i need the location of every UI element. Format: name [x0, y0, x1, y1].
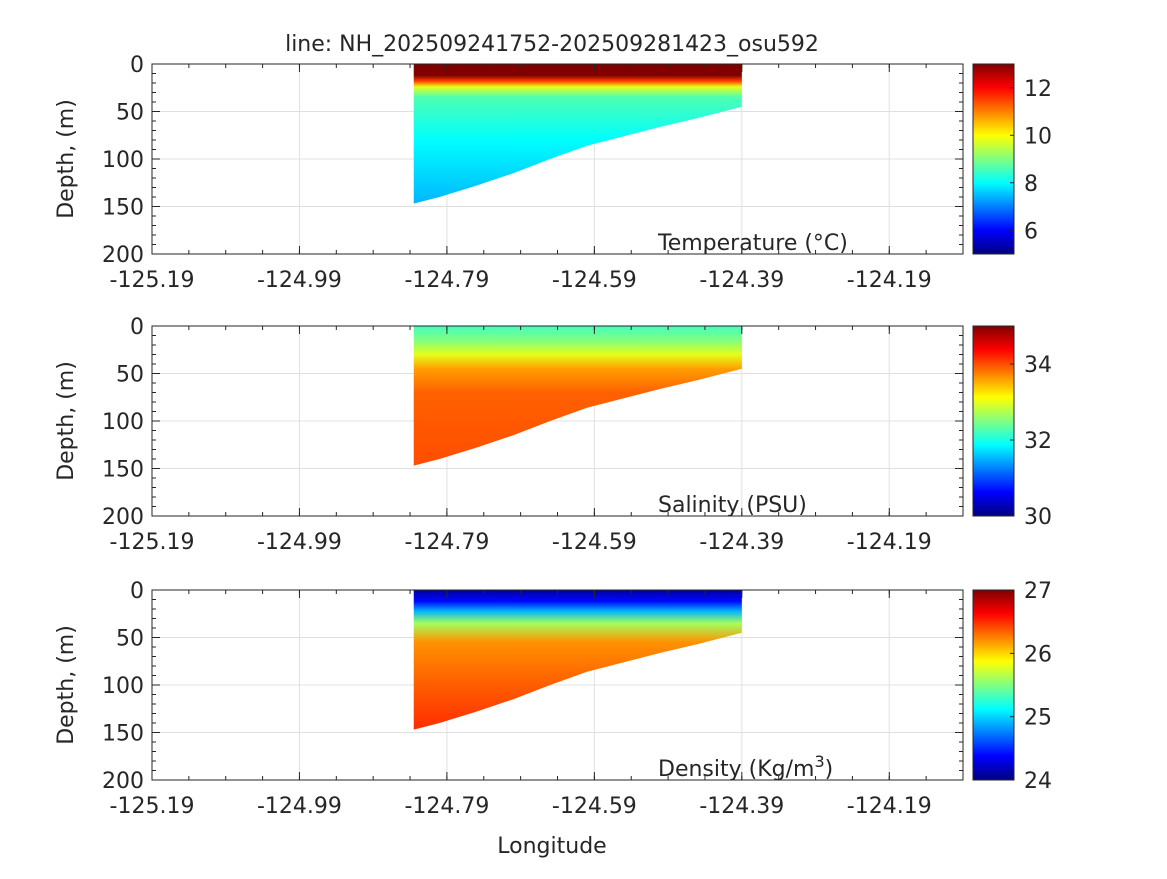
- panel-label: Salinity (PSU): [658, 493, 807, 518]
- y-tick-label: 0: [130, 315, 144, 340]
- colorbar: [972, 63, 1015, 255]
- panel-label: Density (Kg/m3): [658, 752, 833, 782]
- y-tick-label: 100: [102, 410, 144, 435]
- y-tick-label: 100: [102, 148, 144, 173]
- x-tick-label: -124.99: [257, 268, 342, 293]
- y-tick-label: 150: [102, 196, 144, 221]
- panel-3: -125.19 -124.99 -124.79 -124.59 -124.39 -124.…: [54, 579, 1052, 819]
- panel-1: -125.19 -124.99 -124.79 -124.59 -124.39 -124.…: [54, 53, 1052, 293]
- y-axis-label: Depth, (m): [54, 99, 79, 219]
- y-tick-label: 50: [116, 363, 144, 388]
- x-tick-label: -125.19: [110, 794, 195, 819]
- x-tick-label: -124.79: [404, 794, 489, 819]
- colorbar-tick-label: 10: [1024, 124, 1052, 149]
- x-axis-label: Longitude: [497, 834, 606, 859]
- data-section: [413, 64, 742, 204]
- x-tick-label: -124.79: [404, 268, 489, 293]
- colorbar: [972, 589, 1015, 781]
- colorbar-tick-label: 25: [1024, 706, 1052, 731]
- x-tick-label: -124.19: [847, 794, 932, 819]
- y-axis-label: Depth, (m): [54, 625, 79, 745]
- x-tick-label: -124.19: [847, 530, 932, 555]
- colorbar-tick-label: 24: [1024, 769, 1052, 794]
- y-tick-label: 200: [102, 769, 144, 794]
- data-section: [413, 590, 742, 730]
- colorbar-tick-label: 8: [1024, 172, 1038, 197]
- colorbar-tick-label: 12: [1024, 77, 1052, 102]
- y-tick-label: 50: [116, 101, 144, 126]
- colorbar-tick-label: 32: [1024, 429, 1052, 454]
- x-tick-label: -124.59: [552, 268, 637, 293]
- colorbar-tick-label: 27: [1024, 579, 1052, 604]
- x-tick-label: -124.39: [699, 530, 784, 555]
- x-tick-label: -125.19: [110, 530, 195, 555]
- panel-2: -125.19 -124.99 -124.79 -124.59 -124.39 -124.…: [54, 315, 1052, 555]
- y-axis-label: Depth, (m): [54, 361, 79, 481]
- x-tick-label: -124.39: [699, 268, 784, 293]
- colorbar-tick-label: 6: [1024, 219, 1038, 244]
- colorbar-tick-label: 34: [1024, 353, 1052, 378]
- x-tick-label: -124.59: [552, 794, 637, 819]
- x-tick-label: -124.19: [847, 268, 932, 293]
- data-section: [413, 326, 742, 466]
- colorbar: [972, 325, 1015, 517]
- x-tick-label: -124.99: [257, 530, 342, 555]
- y-tick-label: 200: [102, 505, 144, 530]
- panel-label: Temperature (°C): [657, 231, 848, 256]
- y-tick-label: 150: [102, 722, 144, 747]
- x-tick-label: -124.99: [257, 794, 342, 819]
- y-tick-label: 100: [102, 674, 144, 699]
- y-tick-label: 200: [102, 243, 144, 268]
- y-tick-label: 50: [116, 627, 144, 652]
- y-tick-label: 0: [130, 53, 144, 78]
- y-tick-label: 150: [102, 458, 144, 483]
- chart-title: line: NH_202509241752-202509281423_osu59…: [285, 32, 819, 57]
- x-tick-label: -124.59: [552, 530, 637, 555]
- x-tick-label: -124.39: [699, 794, 784, 819]
- y-tick-label: 0: [130, 579, 144, 604]
- x-tick-label: -124.79: [404, 530, 489, 555]
- colorbar-tick-label: 30: [1024, 505, 1052, 530]
- x-tick-label: -125.19: [110, 268, 195, 293]
- colorbar-tick-label: 26: [1024, 642, 1052, 667]
